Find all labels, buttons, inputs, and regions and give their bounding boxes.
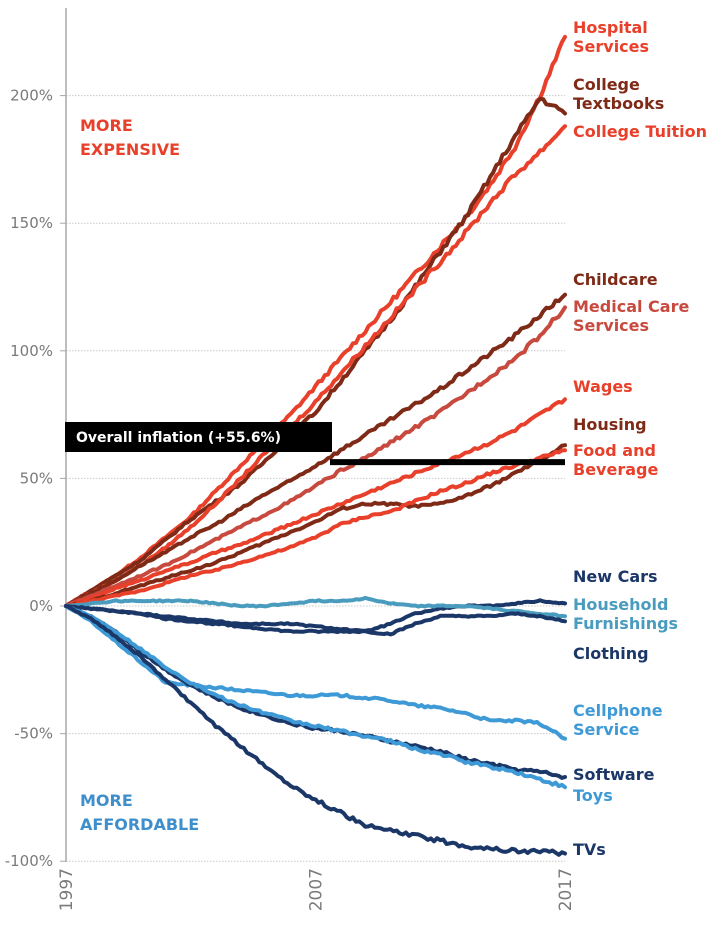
series-label-text: Childcare — [573, 270, 658, 289]
series-line-wages — [64, 397, 567, 608]
series-label-college-tuition: College Tuition — [573, 122, 707, 141]
series-line-medical-care-services — [64, 305, 567, 608]
series-label-text: Service — [573, 720, 640, 739]
series-labels: HospitalServicesCollegeTextbooksCollege … — [573, 18, 707, 859]
series-label-text: TVs — [573, 840, 606, 859]
series-line-food-and-beverage — [64, 448, 567, 608]
x-tick-label: 1997 — [57, 868, 77, 911]
series-label-text: New Cars — [573, 567, 658, 586]
series-label-text: Software — [573, 765, 655, 784]
more-expensive-line-2: EXPENSIVE — [80, 140, 180, 159]
series-label-text: Household — [573, 595, 668, 614]
series-line-housing — [64, 443, 567, 608]
y-axis-ticks: -100% -50% 0% 50% 100% 150% 200% — [5, 87, 66, 870]
series-line-clothing — [64, 604, 567, 637]
x-tick-label: 2017 — [556, 868, 576, 911]
series-label-text: Services — [573, 37, 649, 56]
series-label-new-cars: New Cars — [573, 567, 658, 586]
series-label-software: Software — [573, 765, 655, 784]
series-label-clothing: Clothing — [573, 644, 649, 663]
series-label-text: Textbooks — [573, 94, 664, 113]
y-tick-label: 100% — [10, 342, 53, 360]
series-line-household-furnishings — [64, 595, 567, 619]
x-tick-label: 2007 — [307, 868, 327, 911]
grid-lines — [66, 95, 565, 862]
series-line-childcare — [64, 292, 567, 608]
y-tick-label: 150% — [10, 214, 53, 232]
y-tick-label: -50% — [14, 725, 53, 743]
series-line-cellphone-service — [64, 604, 567, 741]
y-tick-label: -100% — [5, 852, 53, 870]
series-line-college-tuition — [64, 124, 567, 608]
y-tick-label: 200% — [10, 87, 53, 105]
series-label-text: Toys — [573, 786, 613, 805]
more-affordable-line-1: MORE — [80, 791, 133, 810]
series-label-text: Cellphone — [573, 701, 663, 720]
series-label-toys: Toys — [573, 786, 613, 805]
series-label-text: Services — [573, 316, 649, 335]
series-line-hospital-services — [64, 34, 567, 608]
series-label-text: Clothing — [573, 644, 649, 663]
series-label-childcare: Childcare — [573, 270, 658, 289]
series-line-tvs — [64, 604, 567, 857]
series-label-text: Furnishings — [573, 614, 678, 633]
series-label-text: Wages — [573, 377, 633, 396]
inflation-label: Overall inflation (+55.6%) — [76, 430, 281, 446]
more-expensive-line-1: MORE — [80, 116, 133, 135]
y-tick-label: 50% — [20, 469, 53, 487]
series-label-text: Beverage — [573, 460, 658, 479]
series-label-text: College Tuition — [573, 122, 707, 141]
overall-inflation-marker: Overall inflation (+55.6%) — [65, 422, 565, 466]
series-label-text: Medical Care — [573, 297, 689, 316]
series-label-text: Hospital — [573, 18, 648, 37]
series-label-tvs: TVs — [573, 840, 606, 859]
series-line-toys — [64, 604, 567, 790]
series-line-college-textbooks — [64, 96, 567, 608]
series-label-text: College — [573, 75, 640, 94]
y-tick-label: 0% — [29, 597, 53, 615]
x-axis-ticks: 1997 2007 2017 — [57, 868, 576, 911]
annotation-more-affordable: MORE AFFORDABLE — [80, 791, 199, 834]
inflation-label-box — [65, 422, 332, 452]
annotation-more-expensive: MORE EXPENSIVE — [80, 116, 180, 159]
series-label-wages: Wages — [573, 377, 633, 396]
series-label-housing: Housing — [573, 415, 647, 434]
series-lines — [64, 34, 567, 857]
series-label-text: Housing — [573, 415, 647, 434]
series-label-text: Food and — [573, 441, 656, 460]
more-affordable-line-2: AFFORDABLE — [80, 815, 199, 834]
